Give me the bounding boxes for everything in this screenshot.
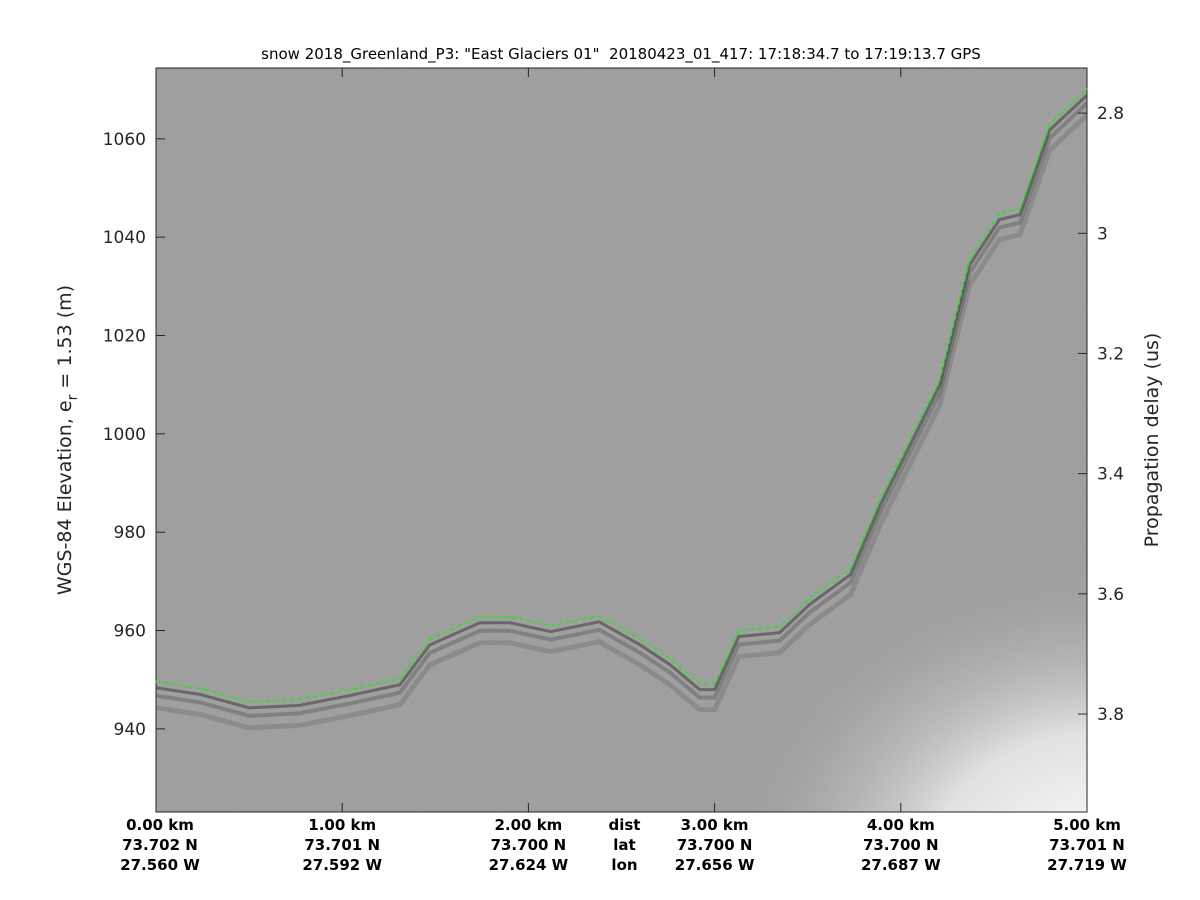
y-right-tick-label: 3.6	[1097, 585, 1124, 605]
y-right-tick-label: 3.8	[1097, 705, 1124, 725]
surface-trace-point	[348, 688, 351, 691]
surface-trace-point	[778, 625, 781, 628]
subsurface-echo	[156, 113, 1087, 731]
surface-trace-point	[549, 624, 552, 627]
surface-trace-point	[939, 377, 941, 380]
row-header-lon: lon	[611, 856, 637, 874]
y-right-tick-label: 3.4	[1097, 465, 1124, 485]
x-tick-dist-label: 3.00 km	[681, 816, 749, 834]
x-tick-dist-label: 0.00 km	[126, 816, 194, 834]
y-right-tick-label: 3	[1097, 224, 1108, 244]
x-tick-lon-label: 27.687 W	[861, 856, 941, 874]
surface-trace-point	[155, 680, 157, 683]
y-left-tick-label: 960	[114, 622, 146, 642]
y-left-tick-label: 940	[114, 720, 146, 740]
x-tick-dist-label: 2.00 km	[494, 816, 562, 834]
surface-trace-point	[639, 638, 641, 640]
x-tick-lon-label: 27.560 W	[120, 856, 200, 874]
x-tick-dist-label: 5.00 km	[1053, 816, 1121, 834]
x-tick-lat-label: 73.701 N	[1049, 836, 1125, 854]
y-left-tick-label: 1060	[103, 130, 146, 150]
surface-trace-point	[1019, 207, 1021, 210]
y-left-tick-label: 1020	[103, 327, 146, 347]
surface-trace-point	[738, 629, 740, 632]
x-tick-lon-label: 27.624 W	[489, 856, 569, 874]
x-tick-lat-label: 73.702 N	[122, 836, 198, 854]
x-tick-lat-label: 73.701 N	[304, 836, 380, 854]
x-tick-lat-label: 73.700 N	[491, 836, 567, 854]
surface-trace-point	[479, 615, 481, 618]
x-tick-lon-label: 27.719 W	[1047, 856, 1127, 874]
chart-title: snow 2018_Greenland_P3: "East Glaciers 0…	[261, 45, 981, 64]
surface-trace-point	[968, 257, 971, 260]
surface-trace-point	[428, 638, 431, 640]
surface-trace-point	[998, 212, 1001, 215]
surface-trace-point	[598, 614, 600, 617]
surface-trace-point	[879, 497, 882, 500]
surface-trace-point	[713, 682, 716, 685]
surface-trace-point	[399, 677, 401, 680]
surface-trace-point	[248, 701, 250, 703]
surface-trace-point	[808, 597, 811, 600]
plot-frame	[155, 67, 1088, 813]
subsurface-echo	[156, 94, 1087, 710]
surface-trace-point	[1086, 88, 1088, 90]
y-left-tick-label: 980	[114, 523, 146, 543]
surface-trace-point	[849, 567, 852, 570]
subsurface-echo	[156, 101, 1087, 718]
y-left-tick-label: 1000	[103, 425, 146, 445]
y-right-tick-label: 3.2	[1097, 344, 1124, 364]
y-left-tick-label: 1040	[103, 228, 146, 248]
x-tick-lon-label: 27.592 W	[302, 856, 382, 874]
row-header-dist: dist	[609, 816, 641, 834]
surface-trace-point	[298, 698, 301, 701]
x-tick-lon-label: 27.656 W	[675, 856, 755, 874]
echogram-image	[156, 68, 1087, 812]
x-tick-lat-label: 73.700 N	[677, 836, 753, 854]
y-axis-right-label: Propagation delay (us)	[1141, 333, 1163, 548]
row-header-lat: lat	[613, 836, 635, 854]
x-tick-dist-label: 4.00 km	[867, 816, 935, 834]
surface-trace-point	[698, 682, 701, 685]
x-tick-dist-label: 1.00 km	[308, 816, 376, 834]
surface-trace-point	[508, 615, 511, 618]
x-tick-lat-label: 73.700 N	[863, 836, 939, 854]
surface-trace-point	[909, 437, 911, 440]
y-axis-left-label: WGS-84 Elevation, er = 1.53 (m)	[54, 285, 81, 595]
surface-trace-point	[199, 687, 202, 690]
surface-trace-point	[669, 657, 671, 660]
y-right-tick-label: 2.8	[1097, 104, 1124, 124]
surface-trace-point	[1048, 123, 1051, 125]
